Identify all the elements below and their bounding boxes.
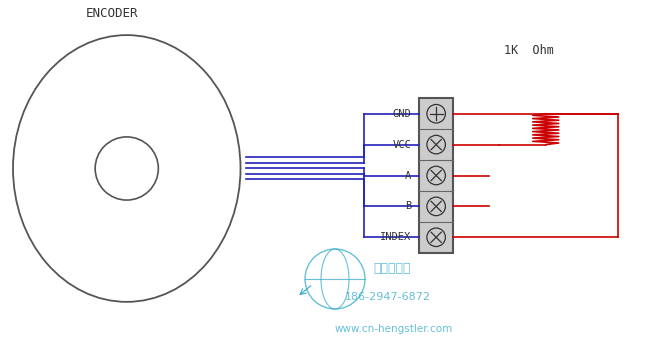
Text: GND: GND — [393, 109, 411, 119]
Text: VCC: VCC — [393, 140, 411, 150]
Text: 西安德伏拓: 西安德伏拓 — [373, 263, 411, 276]
Text: 186-2947-6872: 186-2947-6872 — [345, 292, 431, 302]
Text: ENCODER: ENCODER — [86, 7, 138, 20]
Text: A: A — [405, 171, 411, 180]
Bar — [419, 98, 453, 253]
Text: www.cn-hengstler.com: www.cn-hengstler.com — [335, 324, 453, 334]
Text: B: B — [405, 201, 411, 211]
Text: 1K  Ohm: 1K Ohm — [504, 45, 554, 58]
Text: INDEX: INDEX — [380, 232, 411, 242]
